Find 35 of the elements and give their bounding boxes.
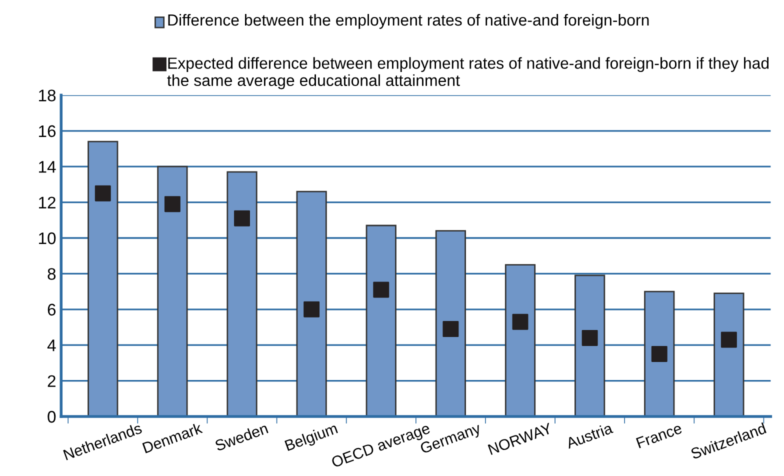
x-tick-label: France xyxy=(636,422,682,448)
bar xyxy=(574,274,606,416)
bar xyxy=(88,140,118,416)
y-tick-label: 0 xyxy=(48,410,56,423)
y-tick-label: 6 xyxy=(48,304,56,316)
x-tick-label: Austria xyxy=(565,422,614,449)
point xyxy=(164,196,180,212)
bar xyxy=(296,190,327,416)
y-tick-label: 12 xyxy=(39,196,56,208)
x-tick-label: Sweden xyxy=(214,422,268,452)
point xyxy=(512,314,528,330)
point xyxy=(442,321,459,338)
bar xyxy=(644,290,675,416)
point xyxy=(651,346,668,362)
y-tick-label: 14 xyxy=(39,161,56,173)
y-tick-label: 8 xyxy=(48,268,56,280)
bar xyxy=(366,224,396,416)
y-tick-label: 16 xyxy=(39,125,56,138)
point xyxy=(94,185,111,202)
point xyxy=(582,330,598,346)
y-tick-label: 4 xyxy=(47,340,56,352)
y-tick-label: 2 xyxy=(48,375,56,387)
y-tick-label: 18 xyxy=(39,90,56,102)
legend-label: Difference between the employment rates of native-and foreign-born xyxy=(168,14,649,29)
point xyxy=(304,301,320,318)
bar xyxy=(157,166,188,416)
bar xyxy=(435,230,466,416)
bar xyxy=(226,171,258,416)
legend-label: Expected difference between employment rates of native-and foreign-born if they had the same average educational attainment xyxy=(167,57,769,90)
point xyxy=(373,282,390,298)
point xyxy=(234,210,250,226)
bar xyxy=(714,292,744,416)
point xyxy=(720,332,737,348)
y-tick-label: 10 xyxy=(39,232,56,244)
bar xyxy=(504,264,536,416)
